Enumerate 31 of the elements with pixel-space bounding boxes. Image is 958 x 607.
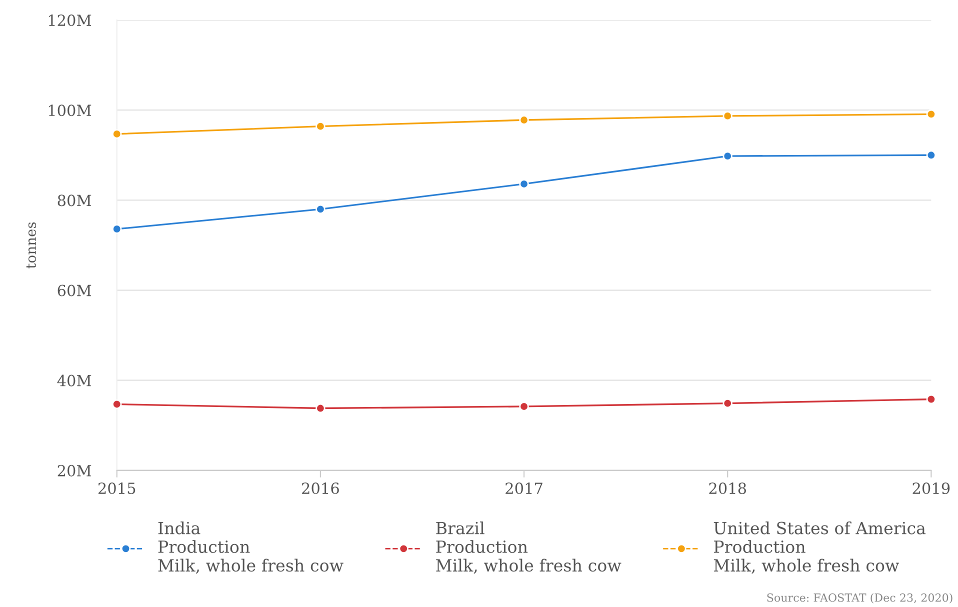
point [722,398,732,408]
x-tick-label: 2018 [709,482,746,494]
x-tick-label: 2019 [912,482,950,494]
y-tick-label: 60M [58,284,92,296]
point [926,150,936,160]
y-tick-label: 40M [57,374,92,386]
legend-label: Brazil Production Milk, whole fresh cow [436,521,622,574]
point [722,151,732,161]
point [926,109,936,120]
x-tick-label: 2016 [302,482,339,494]
source-note: Source: FAOSTAT (Dec 23, 2020) [767,593,952,604]
point [519,115,529,125]
y-tick-label: 20M [58,464,92,476]
legend-label: India Production Milk, whole fresh cow [158,521,344,574]
y-tick-label: 100M [48,104,92,116]
point [112,399,122,410]
y-tick-label: 80M [58,194,92,206]
point [926,394,936,404]
x-tick-label: 2017 [506,482,542,494]
point [519,179,529,189]
legend-label: United States of America Production Milk, whole fresh cow [714,521,926,574]
y-tick-label: 120M [48,14,92,26]
point [316,403,326,414]
point [316,204,326,214]
point [316,121,326,132]
y-axis-title: tonnes [26,222,36,268]
point [112,129,122,139]
point [722,111,732,121]
point [519,402,529,412]
point [112,224,122,234]
x-tick-label: 2015 [98,482,136,494]
